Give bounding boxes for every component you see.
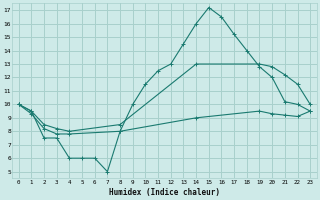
X-axis label: Humidex (Indice chaleur): Humidex (Indice chaleur)	[109, 188, 220, 197]
